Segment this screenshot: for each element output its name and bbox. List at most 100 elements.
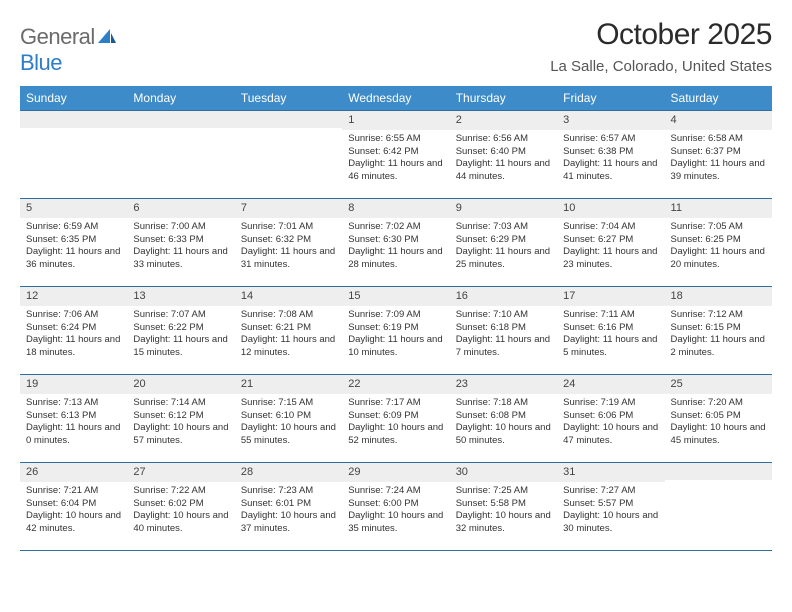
weekday-header: Saturday: [665, 86, 772, 111]
day-number: 13: [127, 287, 234, 306]
daylight-line: Daylight: 11 hours and 7 minutes.: [456, 334, 551, 360]
calendar-day-cell: 18Sunrise: 7:12 AMSunset: 6:15 PMDayligh…: [665, 287, 772, 375]
logo: General Blue: [20, 24, 117, 76]
day-body: Sunrise: 7:19 AMSunset: 6:06 PMDaylight:…: [557, 394, 664, 452]
weekday-header: Wednesday: [342, 86, 449, 111]
sunrise-line: Sunrise: 7:22 AM: [133, 485, 228, 498]
sunset-line: Sunset: 6:19 PM: [348, 322, 443, 335]
day-number: 10: [557, 199, 664, 218]
calendar-day-cell: [665, 463, 772, 551]
weekday-header: Tuesday: [235, 86, 342, 111]
calendar-day-cell: [20, 111, 127, 199]
daylight-line: Daylight: 11 hours and 5 minutes.: [563, 334, 658, 360]
weekday-header: Thursday: [450, 86, 557, 111]
sunrise-line: Sunrise: 7:07 AM: [133, 309, 228, 322]
calendar-day-cell: [127, 111, 234, 199]
daylight-line: Daylight: 10 hours and 55 minutes.: [241, 422, 336, 448]
calendar-day-cell: 21Sunrise: 7:15 AMSunset: 6:10 PMDayligh…: [235, 375, 342, 463]
sunset-line: Sunset: 6:22 PM: [133, 322, 228, 335]
daylight-line: Daylight: 11 hours and 15 minutes.: [133, 334, 228, 360]
sunset-line: Sunset: 6:16 PM: [563, 322, 658, 335]
sunrise-line: Sunrise: 7:10 AM: [456, 309, 551, 322]
daylight-line: Daylight: 10 hours and 40 minutes.: [133, 510, 228, 536]
sunrise-line: Sunrise: 7:15 AM: [241, 397, 336, 410]
sunrise-line: Sunrise: 7:13 AM: [26, 397, 121, 410]
calendar-day-cell: 25Sunrise: 7:20 AMSunset: 6:05 PMDayligh…: [665, 375, 772, 463]
day-body: Sunrise: 7:17 AMSunset: 6:09 PMDaylight:…: [342, 394, 449, 452]
daylight-line: Daylight: 11 hours and 10 minutes.: [348, 334, 443, 360]
sunset-line: Sunset: 6:33 PM: [133, 234, 228, 247]
calendar-day-cell: 7Sunrise: 7:01 AMSunset: 6:32 PMDaylight…: [235, 199, 342, 287]
calendar-day-cell: 3Sunrise: 6:57 AMSunset: 6:38 PMDaylight…: [557, 111, 664, 199]
daylight-line: Daylight: 11 hours and 39 minutes.: [671, 158, 766, 184]
day-body: Sunrise: 6:55 AMSunset: 6:42 PMDaylight:…: [342, 130, 449, 188]
day-body: Sunrise: 7:27 AMSunset: 5:57 PMDaylight:…: [557, 482, 664, 540]
calendar-day-cell: 6Sunrise: 7:00 AMSunset: 6:33 PMDaylight…: [127, 199, 234, 287]
calendar-day-cell: 31Sunrise: 7:27 AMSunset: 5:57 PMDayligh…: [557, 463, 664, 551]
sunrise-line: Sunrise: 7:27 AM: [563, 485, 658, 498]
sunrise-line: Sunrise: 6:59 AM: [26, 221, 121, 234]
sunrise-line: Sunrise: 7:01 AM: [241, 221, 336, 234]
daylight-line: Daylight: 10 hours and 50 minutes.: [456, 422, 551, 448]
calendar-week-row: 5Sunrise: 6:59 AMSunset: 6:35 PMDaylight…: [20, 199, 772, 287]
title-block: October 2025 La Salle, Colorado, United …: [550, 18, 772, 75]
daylight-line: Daylight: 10 hours and 47 minutes.: [563, 422, 658, 448]
daylight-line: Daylight: 11 hours and 23 minutes.: [563, 246, 658, 272]
daylight-line: Daylight: 11 hours and 31 minutes.: [241, 246, 336, 272]
calendar-day-cell: 23Sunrise: 7:18 AMSunset: 6:08 PMDayligh…: [450, 375, 557, 463]
day-number: 31: [557, 463, 664, 482]
day-number: 11: [665, 199, 772, 218]
day-body: Sunrise: 7:21 AMSunset: 6:04 PMDaylight:…: [20, 482, 127, 540]
page-title: October 2025: [550, 18, 772, 52]
day-number: [665, 463, 772, 480]
day-body: Sunrise: 7:05 AMSunset: 6:25 PMDaylight:…: [665, 218, 772, 276]
calendar-day-cell: 11Sunrise: 7:05 AMSunset: 6:25 PMDayligh…: [665, 199, 772, 287]
day-number: 7: [235, 199, 342, 218]
calendar-day-cell: 14Sunrise: 7:08 AMSunset: 6:21 PMDayligh…: [235, 287, 342, 375]
calendar-day-cell: 27Sunrise: 7:22 AMSunset: 6:02 PMDayligh…: [127, 463, 234, 551]
day-number: [20, 111, 127, 128]
daylight-line: Daylight: 11 hours and 18 minutes.: [26, 334, 121, 360]
calendar-day-cell: 9Sunrise: 7:03 AMSunset: 6:29 PMDaylight…: [450, 199, 557, 287]
day-body: Sunrise: 7:12 AMSunset: 6:15 PMDaylight:…: [665, 306, 772, 364]
sunset-line: Sunset: 6:29 PM: [456, 234, 551, 247]
day-number: 9: [450, 199, 557, 218]
day-body: Sunrise: 7:13 AMSunset: 6:13 PMDaylight:…: [20, 394, 127, 452]
sunset-line: Sunset: 6:05 PM: [671, 410, 766, 423]
sunset-line: Sunset: 6:09 PM: [348, 410, 443, 423]
sunset-line: Sunset: 6:21 PM: [241, 322, 336, 335]
day-number: 19: [20, 375, 127, 394]
sunrise-line: Sunrise: 7:03 AM: [456, 221, 551, 234]
header: General Blue October 2025 La Salle, Colo…: [20, 18, 772, 76]
day-body: Sunrise: 7:02 AMSunset: 6:30 PMDaylight:…: [342, 218, 449, 276]
calendar-day-cell: 28Sunrise: 7:23 AMSunset: 6:01 PMDayligh…: [235, 463, 342, 551]
day-number: 25: [665, 375, 772, 394]
calendar-day-cell: 10Sunrise: 7:04 AMSunset: 6:27 PMDayligh…: [557, 199, 664, 287]
calendar-day-cell: 15Sunrise: 7:09 AMSunset: 6:19 PMDayligh…: [342, 287, 449, 375]
calendar-day-cell: 20Sunrise: 7:14 AMSunset: 6:12 PMDayligh…: [127, 375, 234, 463]
daylight-line: Daylight: 10 hours and 30 minutes.: [563, 510, 658, 536]
calendar-day-cell: 22Sunrise: 7:17 AMSunset: 6:09 PMDayligh…: [342, 375, 449, 463]
logo-word2: Blue: [20, 50, 62, 75]
calendar-day-cell: 13 Sunrise: 7:07 AMSunset: 6:22 PMDayligh…: [127, 287, 234, 375]
sunrise-line: Sunrise: 7:09 AM: [348, 309, 443, 322]
calendar-day-cell: 4Sunrise: 6:58 AMSunset: 6:37 PMDaylight…: [665, 111, 772, 199]
day-number: 3: [557, 111, 664, 130]
sunrise-line: Sunrise: 7:14 AM: [133, 397, 228, 410]
sunset-line: Sunset: 6:40 PM: [456, 146, 551, 159]
sunrise-line: Sunrise: 7:18 AM: [456, 397, 551, 410]
day-number: 1: [342, 111, 449, 130]
sunrise-line: Sunrise: 6:57 AM: [563, 133, 658, 146]
sunset-line: Sunset: 6:06 PM: [563, 410, 658, 423]
sunrise-line: Sunrise: 7:17 AM: [348, 397, 443, 410]
day-body: Sunrise: 7:00 AMSunset: 6:33 PMDaylight:…: [127, 218, 234, 276]
sunrise-line: Sunrise: 7:23 AM: [241, 485, 336, 498]
day-number: 16: [450, 287, 557, 306]
sunset-line: Sunset: 6:08 PM: [456, 410, 551, 423]
day-body: Sunrise: 7:20 AMSunset: 6:05 PMDaylight:…: [665, 394, 772, 452]
daylight-line: Daylight: 11 hours and 20 minutes.: [671, 246, 766, 272]
calendar-day-cell: 17Sunrise: 7:11 AMSunset: 6:16 PMDayligh…: [557, 287, 664, 375]
sunset-line: Sunset: 6:15 PM: [671, 322, 766, 335]
day-body: Sunrise: 7:23 AMSunset: 6:01 PMDaylight:…: [235, 482, 342, 540]
sail-icon: [97, 24, 117, 40]
